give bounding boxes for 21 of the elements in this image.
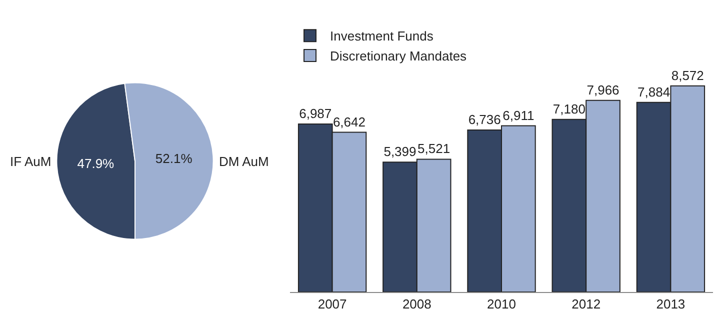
data-label: 5,521 [418,141,450,156]
slice-label: IF AuM [10,154,52,169]
x-tick-label: 2012 [572,296,601,312]
data-label: 6,642 [332,114,366,130]
data-label: 7,966 [586,82,620,98]
data-label: 47.9% [77,156,115,172]
x-tick-label: 2010 [487,296,516,312]
legend-label: Investment Funds [330,28,434,44]
x-tick-label: 2013 [656,296,686,312]
x-tick-label: 2007 [318,296,347,312]
legend-label: Discretionary Mandates [330,48,468,64]
data-label: 6,987 [299,106,332,121]
data-label: 7,180 [552,101,586,116]
slice-label: DM AuM [219,154,269,169]
data-label: 8,572 [671,68,704,83]
data-label: 5,399 [384,144,416,160]
x-tick-label: 2008 [402,296,432,312]
data-label: 7,884 [638,84,670,100]
data-label: 6,736 [468,112,501,127]
data-label: 6,911 [502,108,534,123]
data-label: 52.1% [155,150,193,166]
